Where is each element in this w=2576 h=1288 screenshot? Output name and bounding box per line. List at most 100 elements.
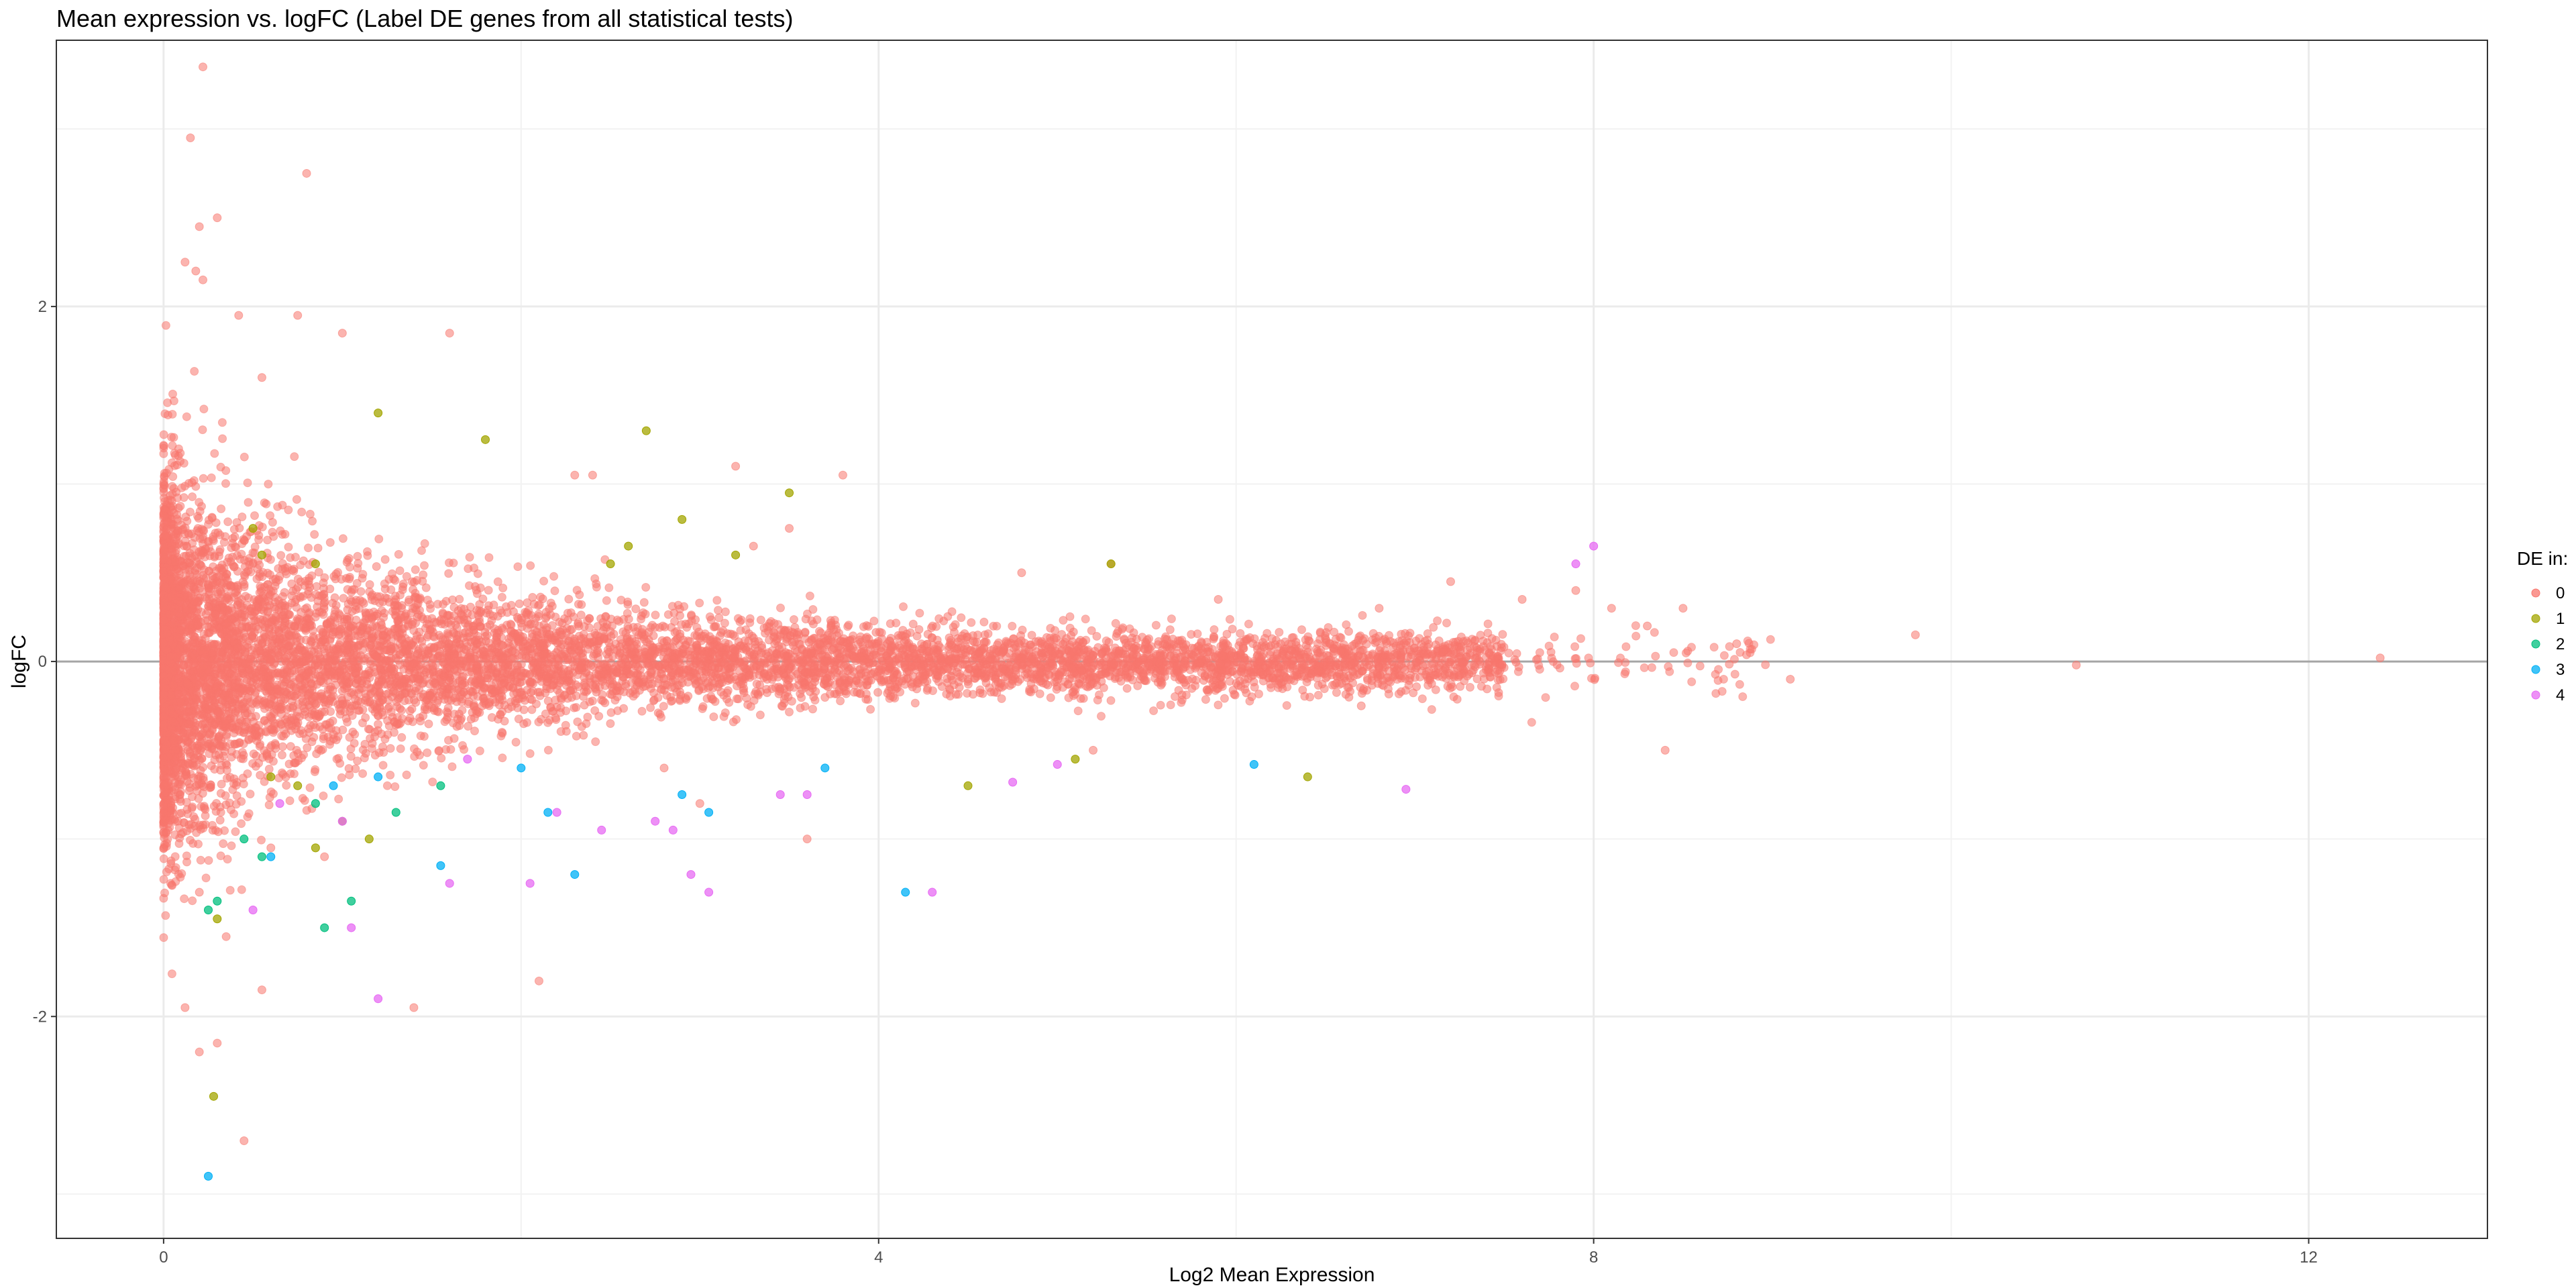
point-de-0: [420, 561, 429, 570]
point-de-0: [182, 412, 191, 421]
point-de-0: [709, 712, 718, 721]
point-de-0: [591, 737, 600, 747]
point-de-0: [776, 603, 785, 612]
point-de-0: [1244, 619, 1253, 629]
point-de-0: [1512, 649, 1521, 658]
point-de-0: [808, 704, 817, 714]
point-de-0: [1446, 684, 1455, 693]
point-de-0: [651, 610, 660, 620]
point-de-0: [424, 719, 433, 729]
point-de-0: [564, 594, 574, 604]
point-de-0: [207, 473, 216, 482]
point-de-0: [1590, 675, 1599, 684]
point-de-0: [278, 751, 286, 759]
point-de-0: [756, 615, 765, 625]
point-de-0: [498, 753, 507, 763]
point-de-0: [1498, 630, 1507, 639]
point-de-0: [449, 558, 458, 568]
point-de-0: [1297, 625, 1306, 635]
point-de-0: [278, 530, 287, 539]
chart-title: Mean expression vs. logFC (Label DE gene…: [56, 5, 793, 32]
point-de-0: [992, 621, 1002, 631]
point-de-0: [594, 712, 604, 721]
point-de-0: [539, 576, 549, 586]
point-de-0: [687, 610, 696, 620]
point-de-0: [534, 609, 543, 619]
point-de-0: [515, 599, 524, 608]
point-de-0: [866, 704, 875, 714]
point-de-0: [159, 430, 168, 439]
grid-minor: [56, 40, 2487, 1238]
point-de-0: [395, 566, 405, 576]
point-de-0: [199, 405, 209, 414]
point-de-0: [223, 517, 233, 527]
point-de-0: [188, 896, 197, 906]
point-de-0: [257, 835, 266, 845]
point-de-0: [637, 706, 647, 716]
point-de-0: [188, 492, 197, 501]
point-de-0: [1687, 677, 1697, 686]
point-de-0: [1433, 616, 1442, 625]
point-de-0: [487, 713, 496, 722]
point-de-0: [549, 572, 559, 581]
point-de-0: [182, 851, 191, 861]
point-de-0: [1149, 706, 1159, 715]
point-de-0: [398, 582, 408, 592]
point-de-0: [225, 885, 235, 895]
point-de-0: [177, 869, 186, 878]
point-de-0: [561, 720, 570, 730]
point-de-0: [745, 614, 755, 623]
point-de-0: [1332, 688, 1341, 697]
point-de-0: [550, 586, 559, 596]
point-de-0: [266, 511, 275, 521]
point-de-0: [227, 841, 236, 851]
point-de-0: [1120, 634, 1129, 643]
point-de-0: [423, 596, 432, 604]
point-de-0: [215, 816, 225, 825]
point-de-0: [812, 615, 822, 625]
point-de-0: [475, 746, 484, 755]
point-de-0: [1570, 682, 1579, 691]
point-de-0: [800, 702, 810, 711]
point-de-0: [239, 452, 249, 462]
point-de-0: [347, 711, 357, 720]
point-de-0: [223, 855, 232, 864]
point-de-0: [790, 615, 798, 624]
point-de-0: [217, 418, 227, 427]
point-de-0: [805, 591, 814, 600]
point-de-0: [1719, 675, 1728, 684]
point-de-0: [663, 610, 673, 619]
point-de-0: [161, 321, 170, 330]
point-de-0: [444, 569, 453, 578]
point-de-0: [332, 755, 341, 763]
point-de-0: [436, 633, 445, 642]
point-de-0: [278, 742, 287, 751]
point-de-0: [201, 873, 211, 883]
point-de-0: [298, 794, 307, 803]
point-de-0: [364, 652, 373, 661]
point-de-0: [219, 839, 228, 849]
point-de-0: [598, 696, 608, 706]
point-de-0: [1570, 642, 1580, 651]
data-points: [159, 62, 2385, 1181]
point-de-0: [720, 607, 730, 616]
point-de-0: [1358, 610, 1367, 620]
point-de-0: [305, 783, 315, 792]
point-de-0: [797, 693, 806, 702]
point-de-0: [606, 719, 615, 729]
point-de-0: [1527, 718, 1536, 727]
point-de-0: [290, 769, 299, 778]
point-de-0: [1743, 636, 1752, 645]
point-de-0: [1631, 631, 1641, 641]
point-de-0: [1313, 690, 1323, 700]
point-de-0: [218, 434, 227, 443]
point-de-0: [457, 714, 466, 723]
point-de-0: [167, 969, 176, 979]
point-de-0: [957, 613, 966, 623]
point-de-0: [714, 606, 722, 615]
point-de-0: [1245, 696, 1254, 706]
point-de-0: [785, 707, 794, 716]
point-de-0: [190, 367, 199, 376]
point-de-0: [1106, 696, 1116, 705]
